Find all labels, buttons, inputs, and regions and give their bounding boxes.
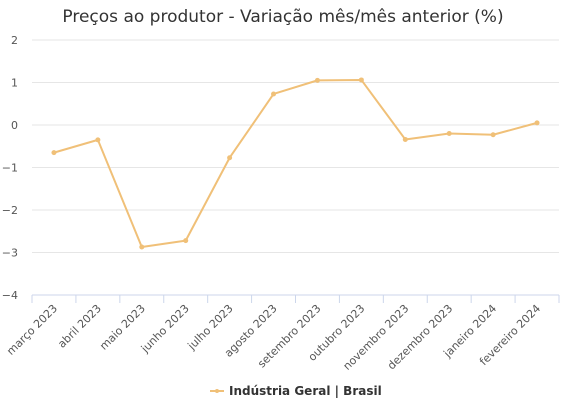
data-point[interactable] <box>358 77 364 83</box>
y-tick-label: 2 <box>11 34 18 47</box>
data-point[interactable] <box>402 136 408 142</box>
data-point[interactable] <box>95 137 101 143</box>
series-line <box>53 78 538 248</box>
data-point[interactable] <box>51 150 57 156</box>
x-tick-label: março 2023 <box>4 302 60 358</box>
data-point[interactable] <box>139 244 145 250</box>
data-point[interactable] <box>490 132 496 138</box>
gridlines <box>32 39 559 296</box>
data-point[interactable] <box>446 131 452 136</box>
data-point[interactable] <box>271 91 277 97</box>
chart-title: Preços ao produtor - Variação mês/mês an… <box>62 7 503 27</box>
y-tick-label: 0 <box>11 119 18 132</box>
y-tick-label: −1 <box>2 162 18 175</box>
data-point[interactable] <box>227 155 233 161</box>
series-layer <box>51 77 540 250</box>
y-tick-label: −2 <box>2 204 18 217</box>
y-tick-label: −4 <box>2 289 18 302</box>
legend-label: Indústria Geral | Brasil <box>229 384 382 398</box>
y-tick-label: −3 <box>2 247 18 260</box>
data-point[interactable] <box>314 77 320 83</box>
data-point[interactable] <box>534 120 540 126</box>
legend[interactable]: Indústria Geral | Brasil <box>210 384 382 398</box>
legend-marker-icon <box>215 389 219 393</box>
y-axis: 2 1 0 −1 −2 −3 −4 <box>2 34 18 302</box>
data-point[interactable] <box>183 238 189 244</box>
y-tick-label: 1 <box>11 77 18 90</box>
